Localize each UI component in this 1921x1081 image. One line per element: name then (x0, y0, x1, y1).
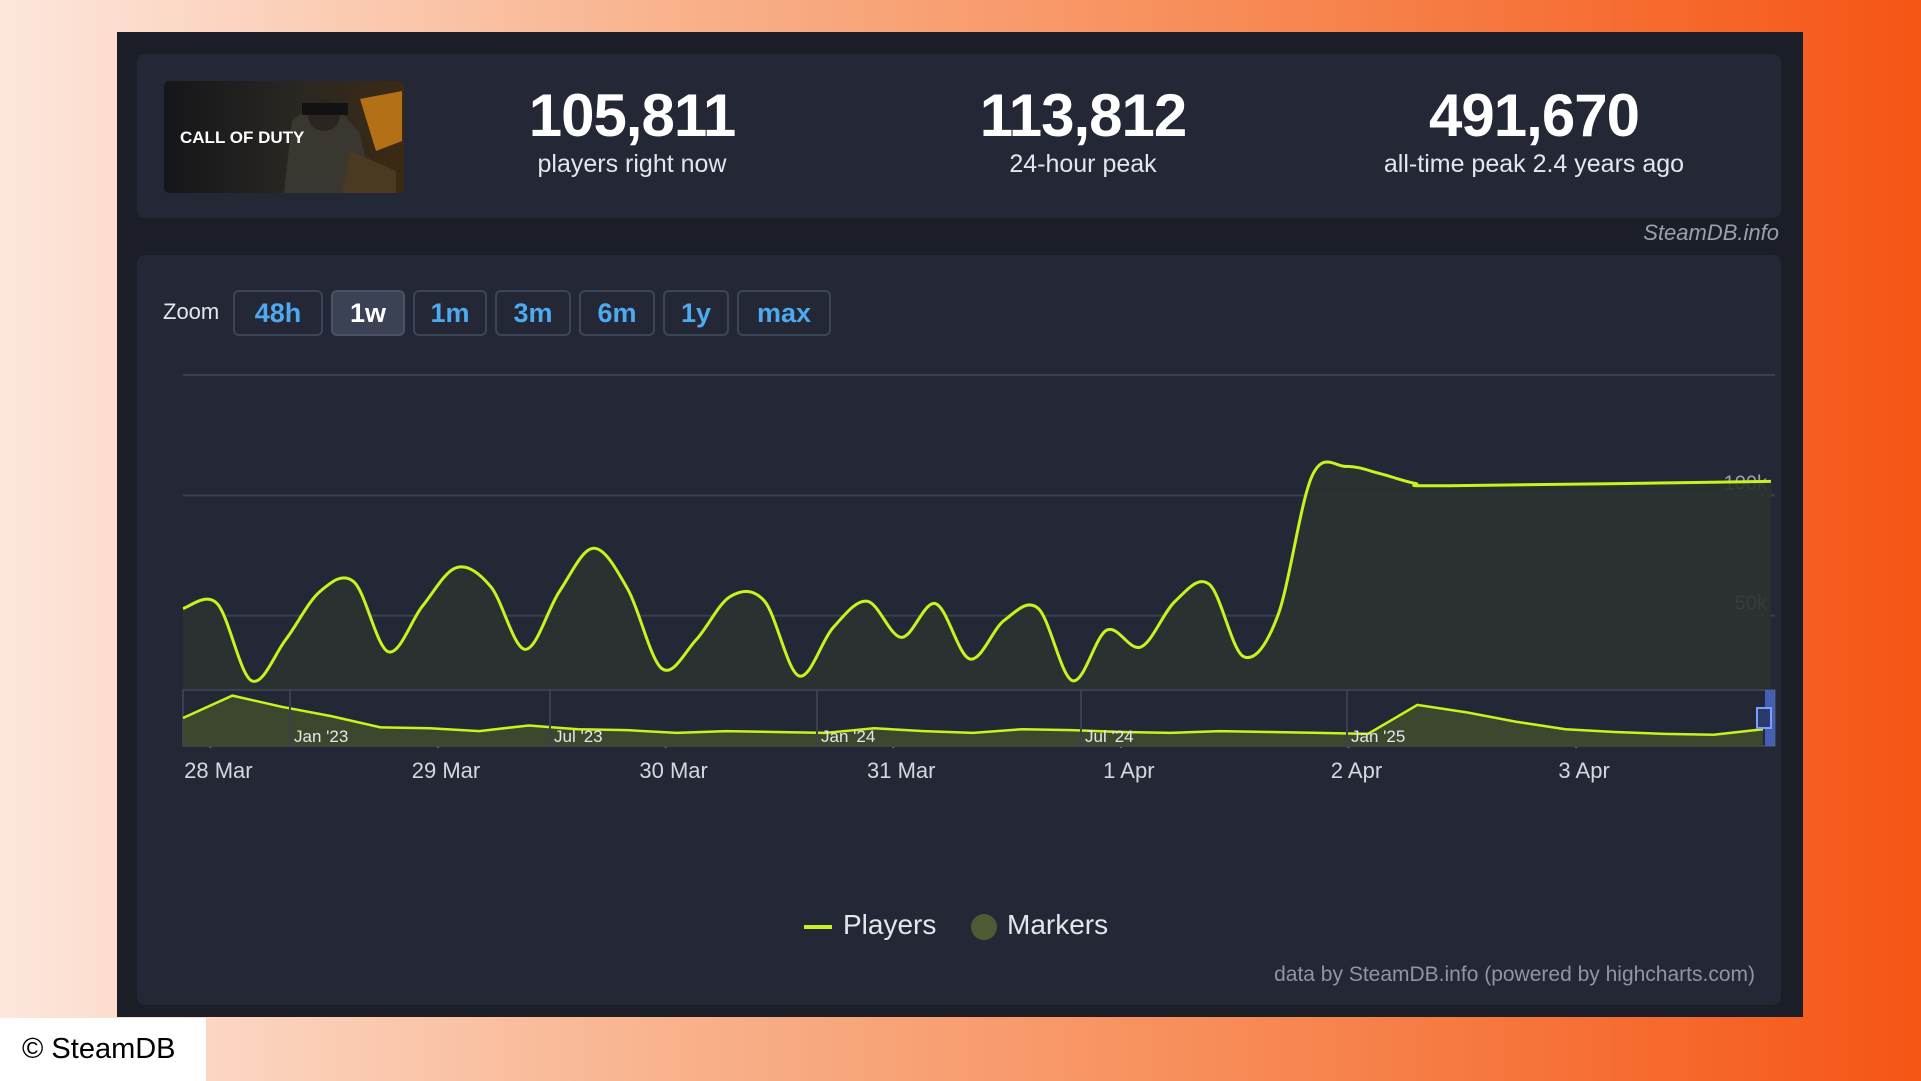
zoom-max-button[interactable]: max (737, 290, 831, 336)
legend-markers-swatch[interactable] (971, 914, 997, 940)
stat-alltime-peak: 491,670 all-time peak 2.4 years ago (1334, 84, 1734, 179)
copyright-notice: © SteamDB (0, 1018, 206, 1081)
current-players-value: 105,811 (528, 82, 737, 149)
x-tick-label: 31 Mar (867, 758, 935, 783)
navigator-handle (1756, 707, 1772, 729)
peak-24h-value: 113,812 (979, 82, 1188, 149)
x-tick-label: 3 Apr (1558, 758, 1609, 783)
navigator-line (182, 694, 1764, 737)
navigator-tick-label: Jul '24 (1085, 727, 1134, 746)
zoom-1y-button[interactable]: 1y (663, 290, 729, 336)
players-area (183, 461, 1771, 736)
current-players-label: players right now (537, 150, 727, 178)
alltime-peak-value: 491,670 (1429, 82, 1640, 149)
game-cover-art: CALL OF DUTY (164, 81, 404, 193)
player-stats-card: CALL OF DUTY 105,811 players right now 1… (137, 54, 1781, 218)
x-tick-label: 29 Mar (412, 758, 480, 783)
alltime-peak-label: all-time peak 2.4 years ago (1383, 150, 1685, 178)
stat-24h-peak: 113,812 24-hour peak (883, 84, 1283, 179)
stat-current: 105,811 players right now (432, 84, 832, 179)
steamdb-widget: CALL OF DUTY 105,811 players right now 1… (117, 32, 1803, 1017)
zoom-6m-button[interactable]: 6m (579, 290, 655, 336)
chart-card: Zoom 48h 1w 1m 3m 6m 1y max 050k100k28 M… (137, 255, 1781, 1005)
legend-players-swatch[interactable] (804, 925, 832, 929)
x-tick-label: 30 Mar (639, 758, 707, 783)
zoom-3m-button[interactable]: 3m (495, 290, 571, 336)
players-line (182, 460, 1772, 683)
zoom-1m-button[interactable]: 1m (413, 290, 487, 336)
x-tick-label: 28 Mar (184, 758, 252, 783)
zoom-48h-button[interactable]: 48h (233, 290, 323, 336)
game-logo-text: CALL OF DUTY (180, 128, 305, 147)
zoom-label: Zoom (163, 299, 220, 324)
peak-24h-label: 24-hour peak (1009, 150, 1157, 178)
navigator-tick-label: Jan '25 (1351, 727, 1405, 746)
navigator-area (183, 695, 1763, 746)
navigator-tick-label: Jan '24 (821, 727, 875, 746)
highcharts-credit[interactable]: data by SteamDB.info (powered by highcha… (1274, 963, 1755, 986)
zoom-1w-button[interactable]: 1w (331, 290, 405, 336)
chart-legend: Players Markers (137, 907, 1781, 943)
navigator-tick-label: Jan '23 (294, 727, 348, 746)
navigator-tick-label: Jul '23 (554, 727, 603, 746)
source-credit[interactable]: SteamDB.info (1643, 220, 1779, 245)
legend-markers-label[interactable]: Markers (1007, 909, 1109, 940)
game-thumbnail[interactable]: CALL OF DUTY (164, 81, 404, 193)
x-tick-label: 1 Apr (1103, 758, 1154, 783)
x-tick-label: 2 Apr (1331, 758, 1382, 783)
legend-players-label[interactable]: Players (843, 909, 937, 940)
